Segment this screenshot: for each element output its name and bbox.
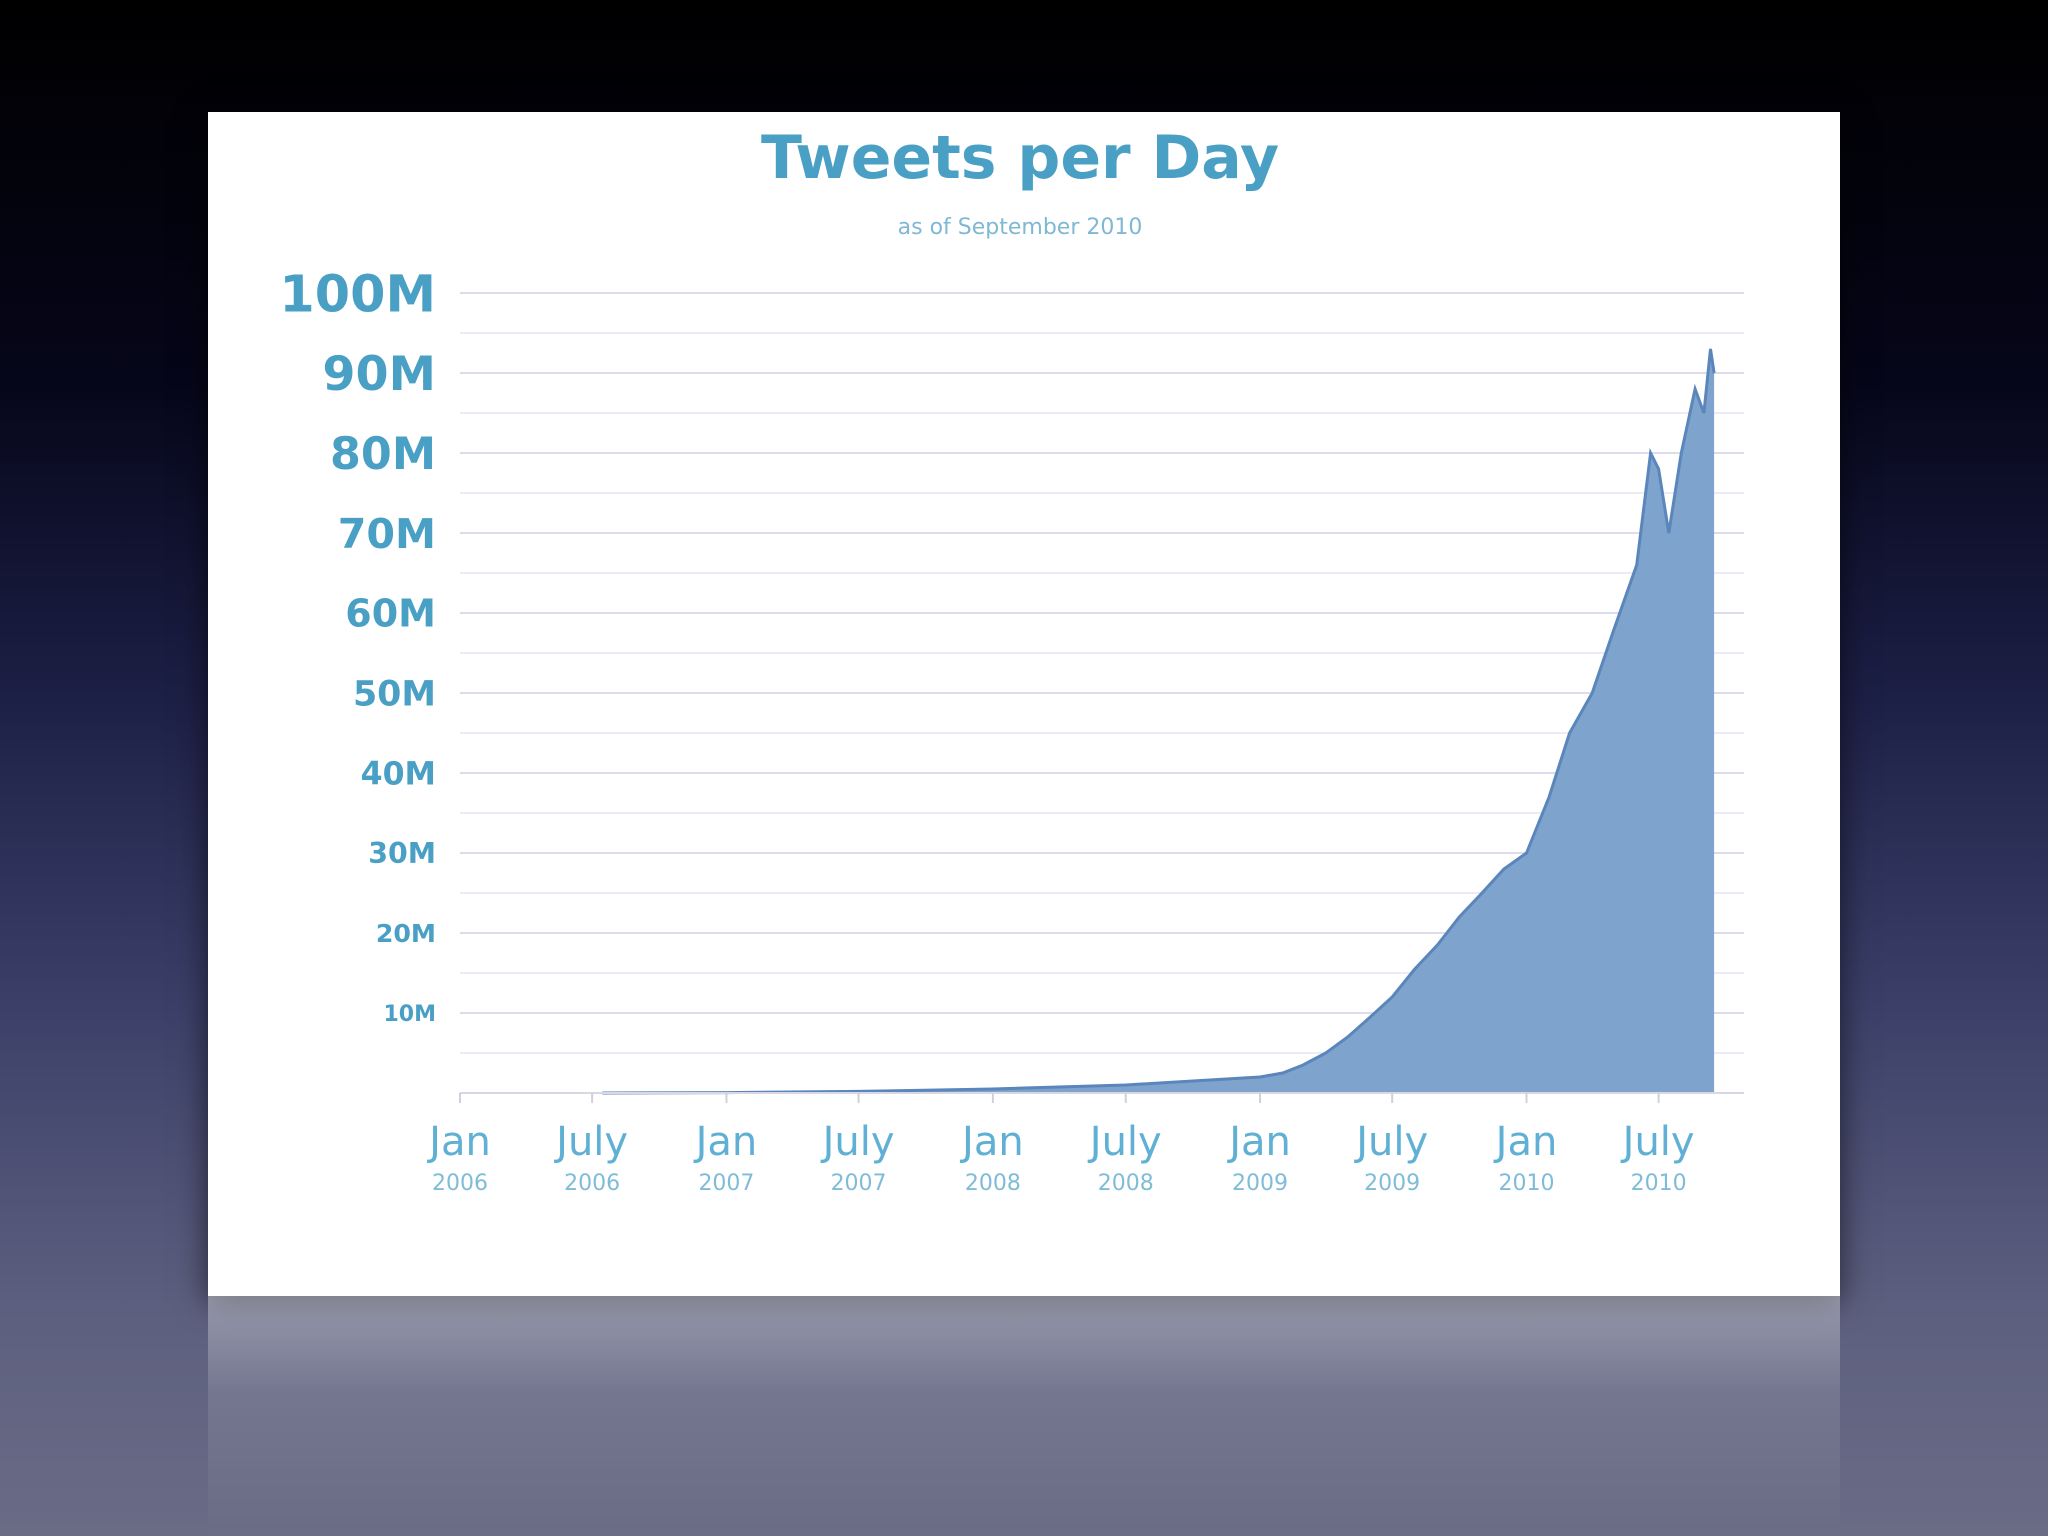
x-tick-month: Jan [693,1119,758,1165]
y-tick-label: 50M [353,675,436,715]
data-point [1259,1076,1261,1078]
x-tick-month: July [1620,1119,1695,1165]
chart: Tweets per Day as of September 2010 10M 2… [279,123,1744,1196]
slide: Tweets per Day as of September 2010 10M 2… [208,112,1840,1296]
x-tick-year: 2007 [831,1171,887,1196]
slide-reflection [208,1296,1840,1536]
data-point [1703,412,1705,414]
data-point [1668,532,1670,534]
chart-title: Tweets per Day [761,123,1279,193]
y-tick-label: 40M [361,756,436,792]
x-tick-year: 2007 [698,1171,754,1196]
data-point [1369,1016,1371,1018]
x-tick-month: July [820,1119,895,1165]
x-tick-year: 2010 [1498,1171,1554,1196]
x-tick-year: 2008 [1098,1171,1154,1196]
data-point [1481,892,1483,894]
area-outline [602,348,1716,1095]
data-point [1302,1064,1304,1066]
x-tick-month: Jan [1226,1119,1291,1165]
data-point [1694,388,1696,390]
data-point [1414,968,1416,970]
y-tick-label: 60M [345,592,436,636]
data-point [1458,916,1460,918]
data-point [1569,732,1571,734]
x-tick-year: 2010 [1631,1171,1687,1196]
data-point [1650,452,1652,454]
x-tick-year: 2006 [432,1171,488,1196]
y-tick-label: 20M [376,919,436,948]
data-point [1710,348,1711,350]
x-tick-year: 2009 [1364,1171,1420,1196]
data-point [1282,1072,1284,1074]
x-tick-month: Jan [1493,1119,1558,1165]
x-tick-month: Jan [959,1119,1024,1165]
data-point [1347,1036,1349,1038]
data-point [1325,1052,1327,1054]
x-axis: Jan 2006 July 2006 Jan 2007 July 2007 Jan 2008 Jul… [426,1092,1744,1196]
x-tick-month: Jan [426,1119,491,1165]
x-tick-year: 2006 [564,1171,620,1196]
data-point [1613,628,1615,630]
data-point [1548,796,1550,798]
y-tick-label: 100M [279,264,436,323]
data-point [1192,1080,1194,1082]
y-axis: 10M 20M 30M 40M 50M 60M 70M 80M 90M 100M [279,264,436,1027]
data-point [1391,996,1393,998]
x-tick-month: July [1087,1119,1162,1165]
data-point [858,1090,860,1092]
data-point [1125,1084,1127,1086]
data-point [1680,452,1682,454]
area-fill [602,349,1715,1093]
chart-subtitle: as of September 2010 [898,215,1143,240]
data-point [1526,852,1527,854]
x-tick-month: July [553,1119,628,1165]
y-tick-label: 30M [368,837,436,870]
data-point [1591,692,1593,694]
y-tick-label: 70M [338,510,436,558]
data-point [1436,944,1438,946]
data-point [1713,372,1715,374]
area-series [601,348,1716,1095]
data-point [992,1088,994,1090]
x-tick-year: 2008 [965,1171,1021,1196]
gridlines [460,292,1744,1054]
data-point [1658,468,1660,470]
data-point [1503,868,1505,870]
x-tick-year: 2009 [1232,1171,1288,1196]
data-point [1636,564,1638,566]
y-tick-label: 10M [383,1002,436,1027]
x-tick-month: July [1353,1119,1428,1165]
y-tick-label: 90M [322,347,436,402]
y-tick-label: 80M [330,429,436,480]
